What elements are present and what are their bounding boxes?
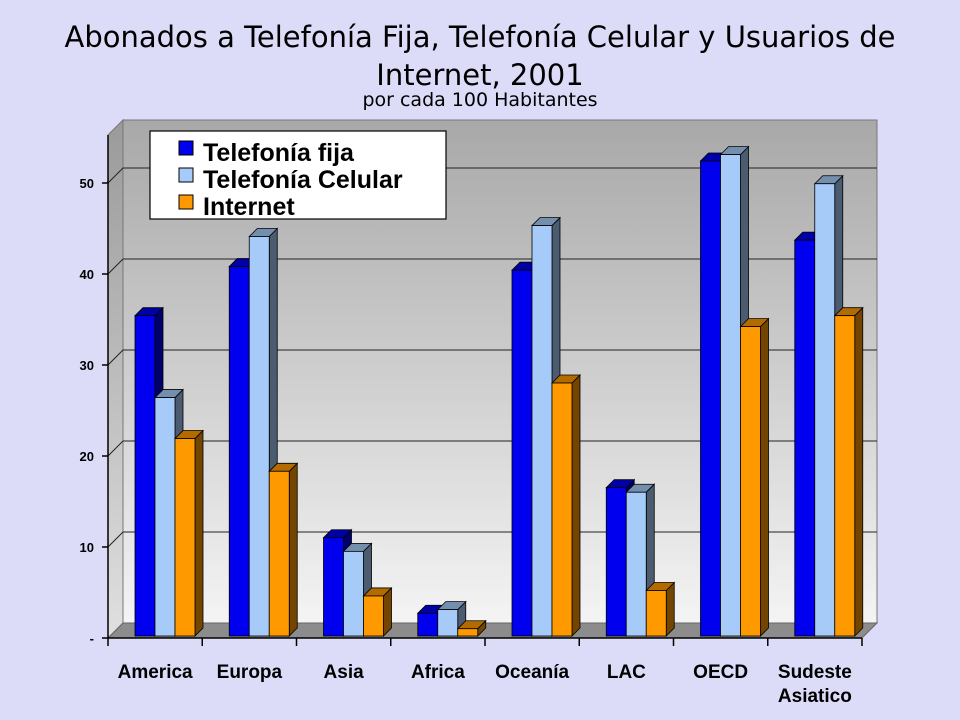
y-tick-label: 40 xyxy=(80,267,94,282)
bar xyxy=(645,581,676,637)
bar-side xyxy=(571,374,581,637)
x-tick-label: Europa xyxy=(217,662,283,683)
y-tick-label: 50 xyxy=(80,176,94,191)
gridline xyxy=(107,440,877,457)
bar-front xyxy=(740,326,761,637)
bar-front xyxy=(511,269,533,637)
x-tick-label: Africa xyxy=(411,662,465,683)
bar xyxy=(833,306,864,637)
gridline xyxy=(107,258,877,275)
bar-front xyxy=(531,225,553,637)
bar-front xyxy=(174,438,196,637)
y-tick-label: - xyxy=(90,631,94,646)
axes xyxy=(102,135,863,646)
bar-front xyxy=(720,154,741,637)
x-tick-label: Asiatico xyxy=(778,686,852,707)
bar-side xyxy=(194,429,204,637)
bar-front xyxy=(323,537,344,637)
bar-front xyxy=(605,487,627,637)
legend-label: Telefonía fija xyxy=(203,139,355,167)
bar xyxy=(268,462,299,637)
legend-swatch xyxy=(178,167,194,183)
bar-front xyxy=(228,266,250,637)
bar xyxy=(739,317,770,637)
bar-side xyxy=(760,317,769,637)
bar xyxy=(174,429,204,637)
x-axis-labels: America Europa Asia Africa Oceanía LAC OECD Sud… xyxy=(118,662,852,707)
x-tick-label: America xyxy=(118,662,193,683)
bar-front xyxy=(268,470,290,637)
bar-front xyxy=(551,382,573,637)
bar xyxy=(362,586,393,637)
x-tick-label: OECD xyxy=(693,662,748,683)
chart-subtitle: por cada 100 Habitantes xyxy=(362,89,598,111)
bar-front xyxy=(343,550,364,637)
bar-front xyxy=(134,315,156,637)
chart-title-line2: Internet, 2001 xyxy=(376,58,584,92)
gridline xyxy=(107,167,877,184)
x-tick-label: LAC xyxy=(607,662,646,683)
bar-side xyxy=(288,462,298,637)
bar-front xyxy=(625,491,647,637)
bar-front xyxy=(834,315,856,637)
y-tick-label: 10 xyxy=(80,540,94,555)
y-tick-label: 30 xyxy=(80,358,94,373)
bar-side xyxy=(854,306,864,637)
bar xyxy=(456,619,487,637)
y-axis-labels: - 10 20 30 40 50 xyxy=(80,176,94,646)
bar-front xyxy=(794,239,816,637)
bars xyxy=(134,145,864,637)
bar-front xyxy=(437,609,459,637)
bar-side xyxy=(665,581,675,637)
bar-front xyxy=(363,595,384,637)
legend-swatch xyxy=(178,140,194,156)
x-tick-label: Oceanía xyxy=(495,662,569,683)
legend-label: Internet xyxy=(203,193,295,221)
y-tick-label: 20 xyxy=(80,449,94,464)
bar xyxy=(436,600,467,637)
legend-box xyxy=(149,130,447,220)
legend-swatch xyxy=(178,194,194,210)
bar-front xyxy=(457,628,479,637)
bar-front xyxy=(645,590,667,637)
bar-front xyxy=(417,612,439,637)
side-wall xyxy=(107,118,124,640)
x-tick-label: Asia xyxy=(324,662,365,683)
bar-front xyxy=(154,397,176,637)
bar-front xyxy=(248,236,270,637)
bar xyxy=(551,374,581,637)
gridline xyxy=(107,349,877,366)
bar-front xyxy=(814,183,836,637)
bar-front xyxy=(700,160,721,637)
chart-title-line1: Abonados a Telefonía Fija, Telefonía Cel… xyxy=(64,20,896,54)
x-tick-label: Sudeste xyxy=(778,662,852,683)
legend-label: Telefonía Celular xyxy=(203,166,403,194)
